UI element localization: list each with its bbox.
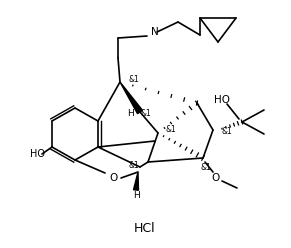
Text: &1: &1 — [129, 160, 139, 169]
Text: &1: &1 — [200, 163, 211, 173]
Text: HO: HO — [30, 149, 45, 159]
Text: &1: &1 — [129, 74, 139, 84]
Text: O: O — [109, 173, 117, 183]
Polygon shape — [120, 82, 143, 114]
Text: H: H — [127, 109, 133, 118]
Text: HO: HO — [214, 95, 230, 105]
Text: &1: &1 — [141, 109, 151, 118]
Text: N: N — [151, 27, 159, 37]
Polygon shape — [134, 172, 139, 190]
Text: H: H — [133, 190, 139, 199]
Text: &1: &1 — [166, 125, 176, 134]
Text: O: O — [211, 173, 219, 183]
Text: &1: &1 — [222, 127, 233, 136]
Text: HCl: HCl — [134, 221, 156, 235]
